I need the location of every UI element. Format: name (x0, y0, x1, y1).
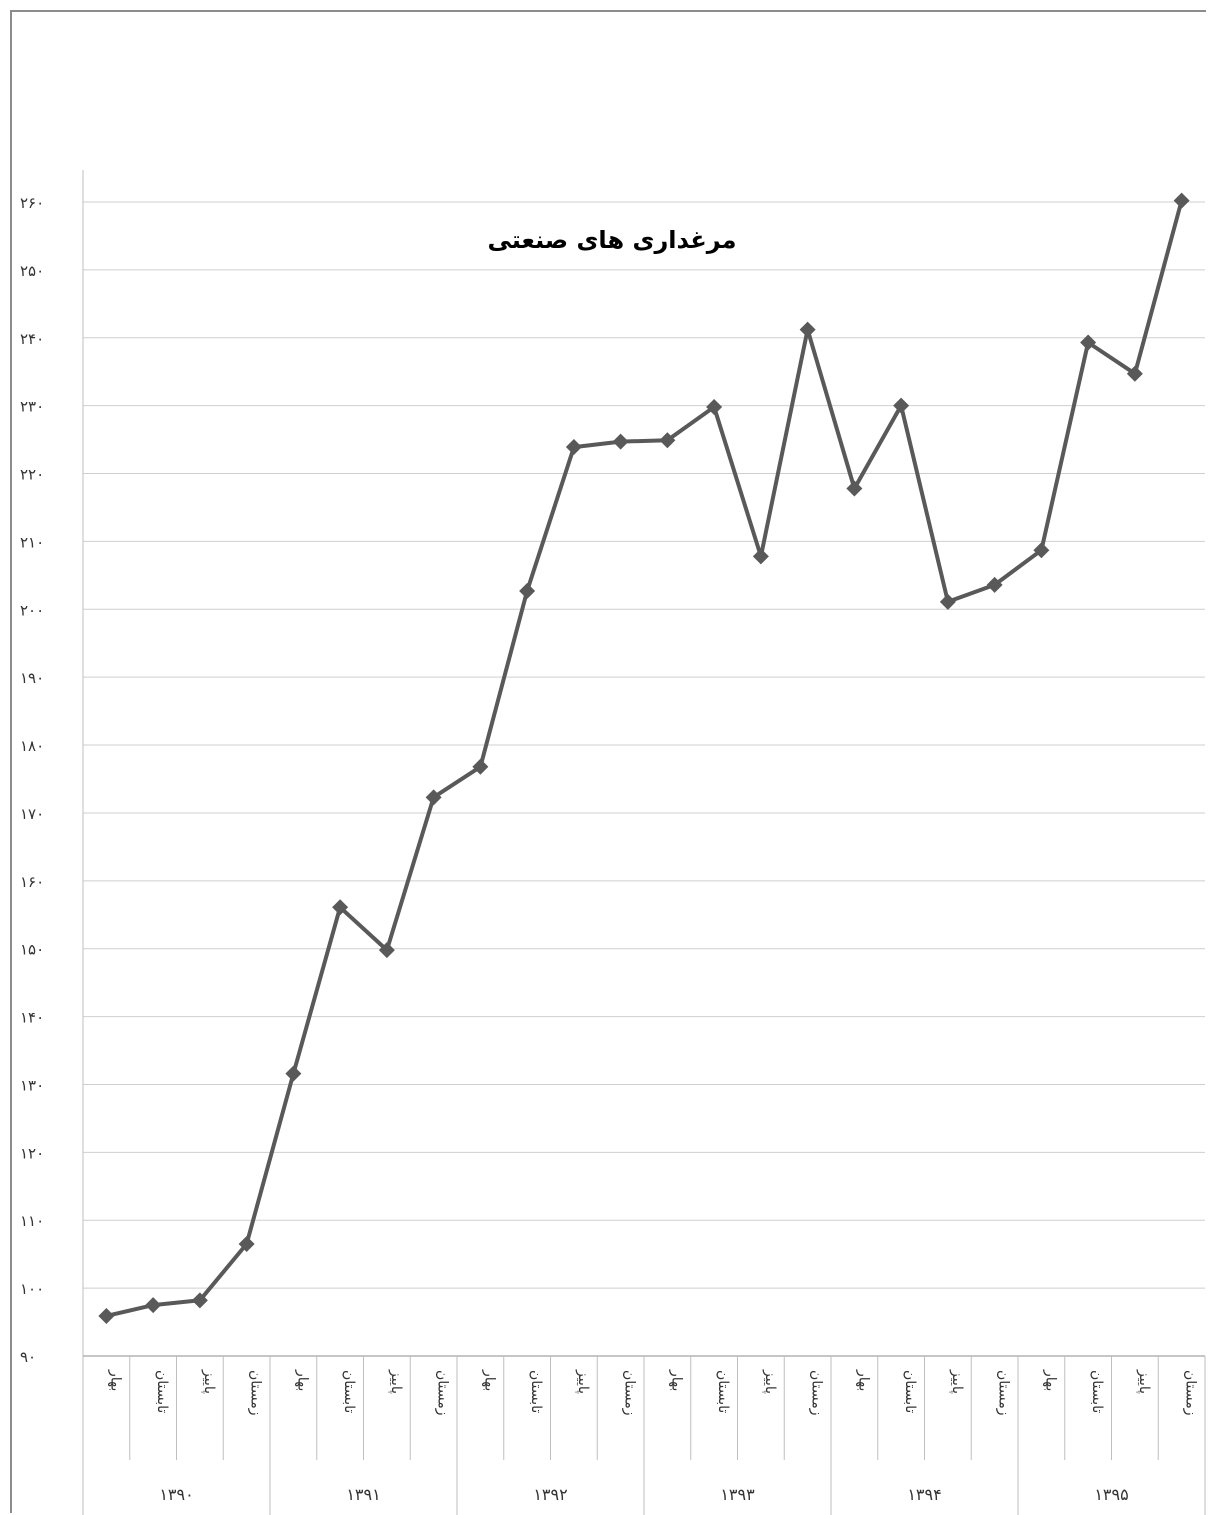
season-label: بهار (668, 1369, 684, 1391)
y-tick-label: ۲۴۰ (20, 330, 44, 348)
y-tick-label: ۱۹۰ (20, 669, 44, 687)
year-label: ۱۳۹۰ (159, 1485, 193, 1504)
y-tick-label: ۲۱۰ (20, 533, 44, 551)
season-label: پاییز (201, 1369, 217, 1394)
season-label: پاییز (575, 1369, 591, 1394)
y-tick-label: ۱۸۰ (20, 737, 44, 755)
y-tick-label: ۲۰۰ (20, 601, 44, 619)
y-tick-label: ۱۲۰ (20, 1144, 44, 1162)
season-label: پاییز (762, 1369, 778, 1394)
data-point-marker (706, 399, 723, 416)
y-tick-label: ۲۵۰ (20, 262, 44, 280)
data-point-marker (986, 576, 1003, 593)
season-label: تابستان (715, 1370, 731, 1413)
year-label: ۱۳۹۴ (907, 1485, 941, 1504)
season-label: تابستان (341, 1370, 357, 1413)
season-label: بهار (481, 1369, 497, 1391)
y-tick-label: ۹۰ (20, 1348, 36, 1366)
chart-title: مرغداری های صنعتی (487, 226, 736, 254)
series-line (105, 200, 1184, 1318)
y-tick-label: ۲۳۰ (20, 398, 44, 416)
year-label: ۱۳۹۳ (720, 1485, 755, 1504)
season-label: زمستان (248, 1370, 264, 1416)
data-point-marker (191, 1292, 208, 1309)
data-point-marker (799, 321, 816, 338)
data-point-marker (1080, 334, 1097, 351)
y-tick-label: ۱۵۰ (20, 941, 44, 959)
data-point-marker (378, 942, 395, 959)
data-point-marker (1126, 365, 1143, 382)
season-label: بهار (294, 1369, 310, 1391)
data-point-marker (659, 432, 676, 449)
axes (82, 170, 1206, 1515)
season-label: زمستان (1183, 1370, 1199, 1416)
season-label: بهار (107, 1369, 123, 1391)
y-axis-tick-labels: ۹۰ ۱۰۰ ۱۱۰ ۱۲۰ ۱۳۰ ۱۴۰ ۱۵۰ ۱۶۰ ۱۷۰ ۱۸۰ ۱۹۰ ۲۰۰ ۲۱۰ ۲۲… (20, 194, 44, 1366)
y-tick-label: ۲۲۰ (20, 466, 44, 484)
year-label: ۱۳۹۲ (533, 1485, 567, 1504)
y-tick-label: ۱۰۰ (20, 1280, 44, 1298)
data-point-marker (752, 548, 769, 565)
data-point-marker (238, 1235, 255, 1252)
season-label: تابستان (1089, 1370, 1105, 1413)
year-label: ۱۳۹۱ (346, 1485, 380, 1504)
y-tick-label: ۱۴۰ (20, 1009, 44, 1027)
data-point-marker (98, 1307, 115, 1324)
data-point-marker (145, 1297, 162, 1314)
chart-frame (10, 10, 1206, 1513)
data-point-marker (519, 582, 536, 599)
season-label: تابستان (902, 1370, 918, 1413)
data-point-marker (1173, 192, 1190, 209)
y-tick-label: ۱۶۰ (20, 873, 44, 891)
data-point-marker (332, 899, 349, 916)
year-label: ۱۳۹۵ (1094, 1485, 1128, 1504)
season-label: پاییز (1136, 1369, 1152, 1394)
y-tick-label: ۲۶۰ (20, 194, 44, 212)
data-point-marker (939, 593, 956, 610)
series-markers (98, 192, 1190, 1324)
season-label: تابستان (154, 1370, 170, 1413)
x-axis-category-labels: بهار تابستان پاییز زمستان بهار تابستان پاییز زم… (107, 1369, 1198, 1504)
data-point-marker (285, 1065, 302, 1082)
y-tick-label: ۱۷۰ (20, 805, 44, 823)
data-point-marker (846, 480, 863, 497)
season-label: زمستان (622, 1370, 638, 1416)
gridlines (83, 201, 1205, 1289)
y-tick-label: ۱۱۰ (20, 1212, 44, 1230)
season-label: پاییز (388, 1369, 404, 1394)
season-label: زمستان (996, 1370, 1012, 1416)
data-point-marker (472, 758, 489, 775)
season-label: زمستان (435, 1370, 451, 1416)
season-label: تابستان (528, 1370, 544, 1413)
y-tick-label: ۱۳۰ (20, 1076, 44, 1094)
data-point-marker (425, 789, 442, 806)
data-point-marker (565, 439, 582, 456)
series-line-path (105, 200, 1184, 1318)
data-point-marker (612, 433, 629, 450)
season-label: زمستان (809, 1370, 825, 1416)
season-label: بهار (1042, 1369, 1058, 1391)
data-point-marker (893, 397, 910, 414)
season-label: پاییز (949, 1369, 965, 1394)
data-point-marker (1033, 542, 1050, 559)
season-label: بهار (855, 1369, 871, 1391)
